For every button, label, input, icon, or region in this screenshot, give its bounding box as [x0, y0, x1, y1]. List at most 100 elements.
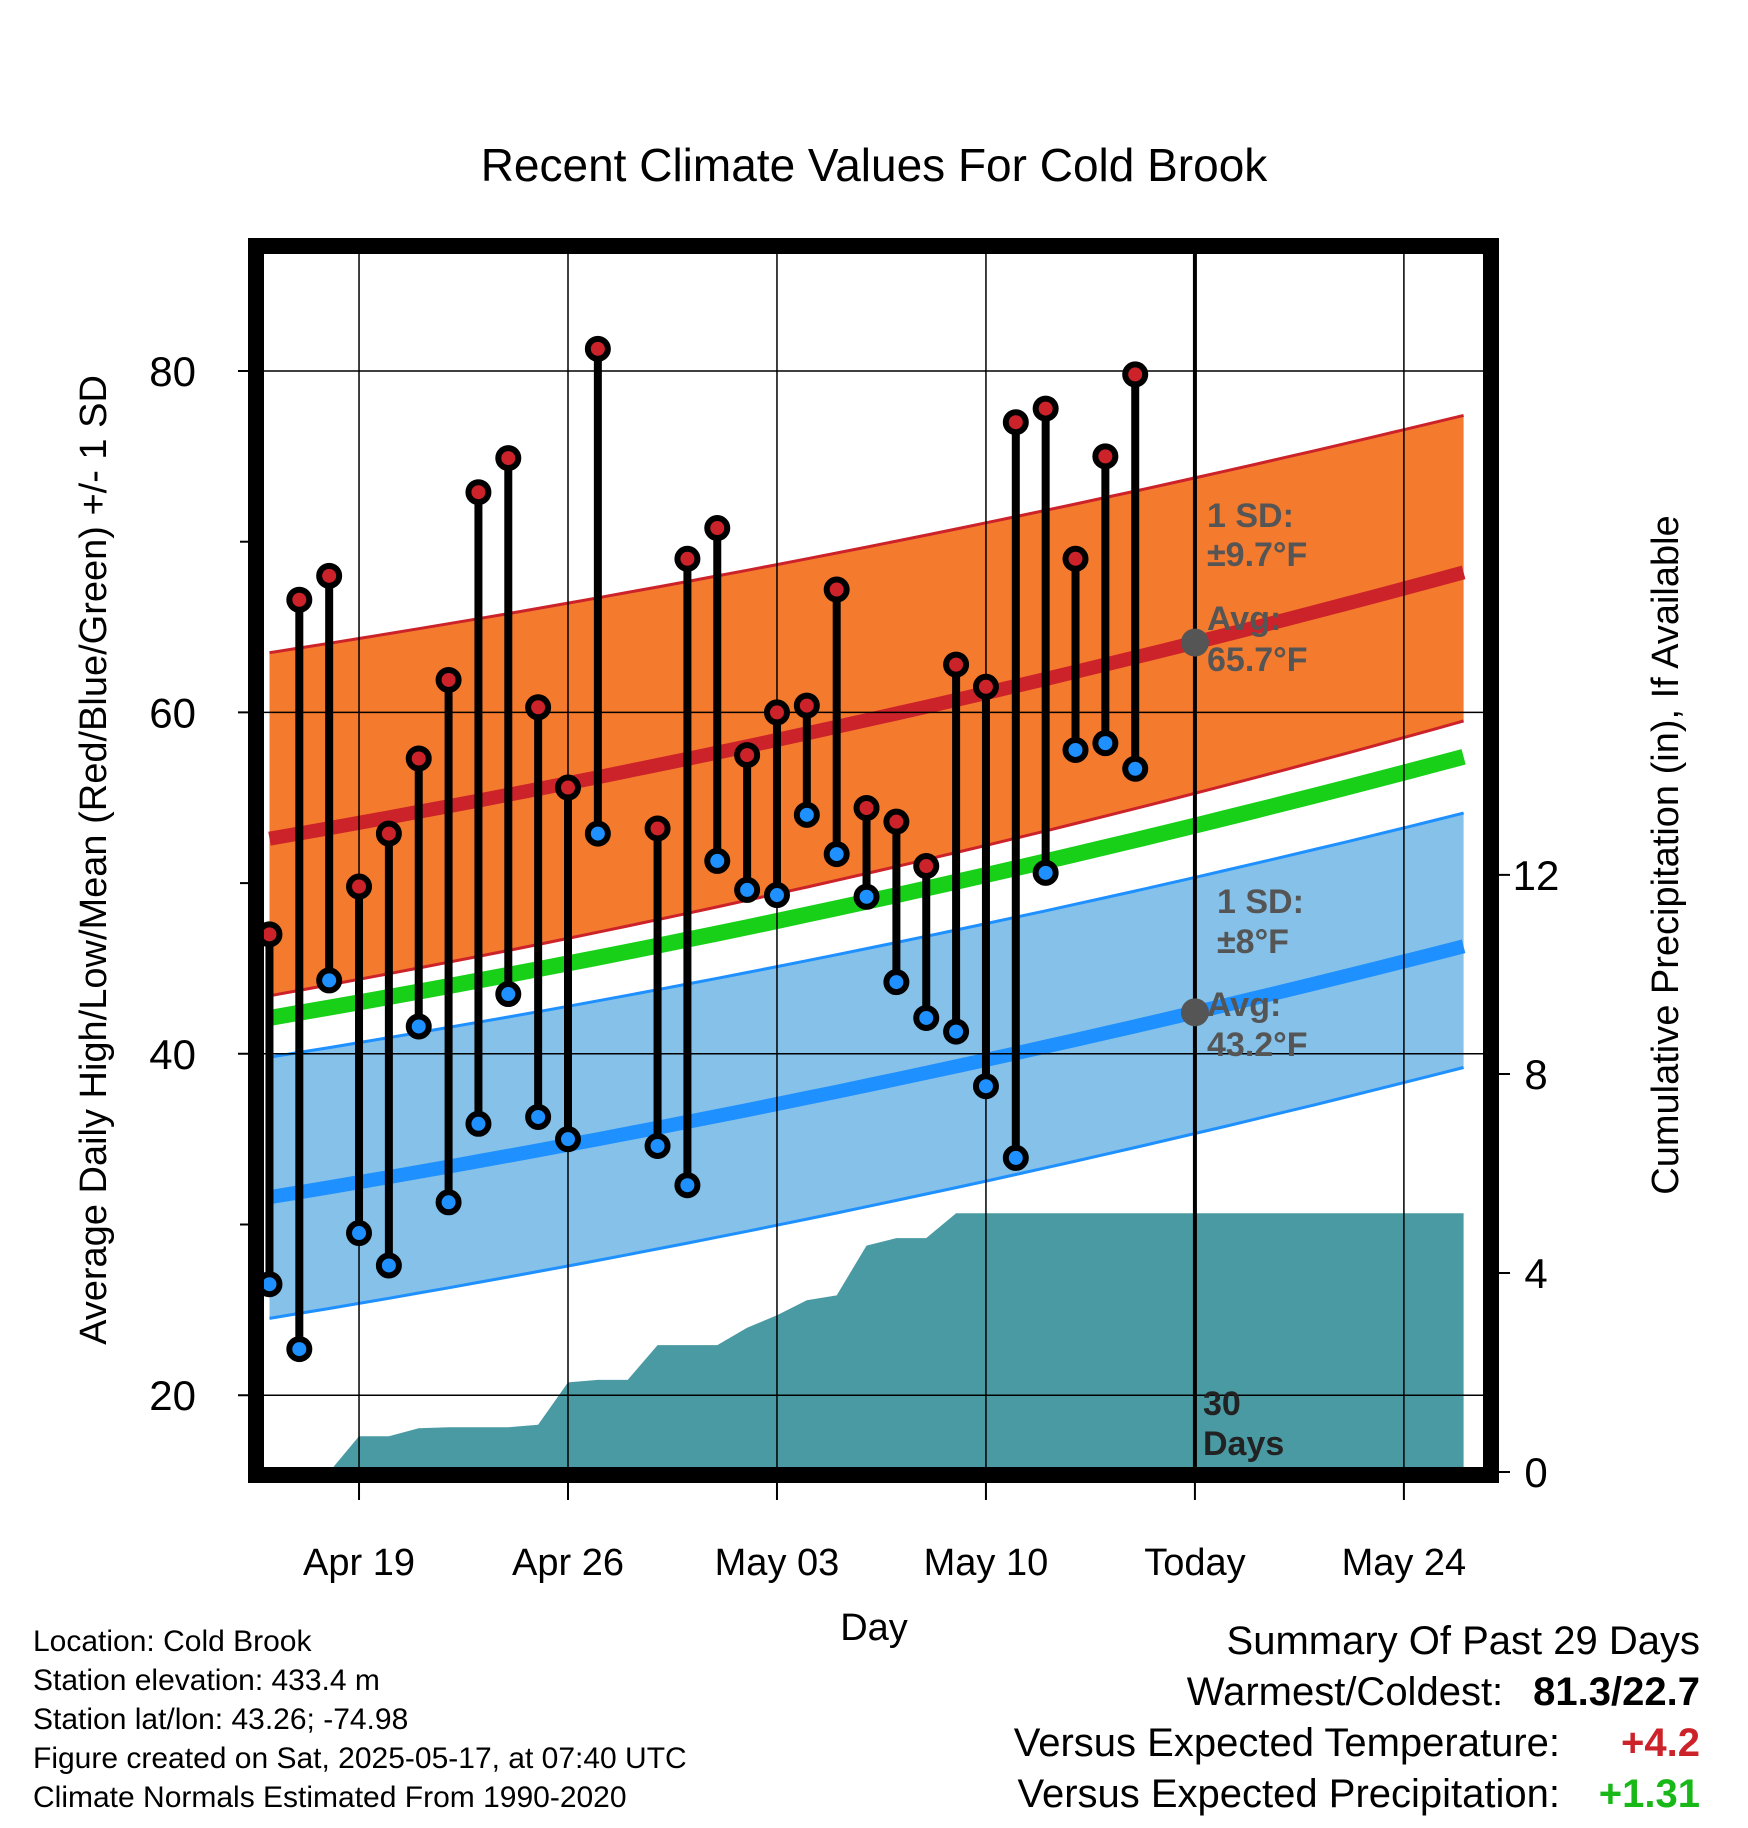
x-tick-label: Today	[1144, 1542, 1245, 1584]
x-tick-label: May 24	[1342, 1542, 1467, 1584]
high-point	[853, 794, 880, 821]
low-upper-edge	[269, 811, 1464, 1059]
low-lower-edge	[269, 1066, 1464, 1320]
low-sd-label: 1 SD:	[1217, 883, 1304, 921]
high-point	[674, 545, 701, 572]
warm-cold-value: 81.3/22.7	[1533, 1670, 1700, 1714]
high-point	[435, 666, 462, 693]
low-point	[704, 847, 731, 874]
y-tick-label: 60	[149, 689, 196, 736]
high-point	[1062, 545, 1089, 572]
low-point	[316, 967, 343, 994]
high-point	[823, 576, 850, 603]
x-axis-label: Day	[840, 1607, 908, 1649]
low-point	[375, 1252, 402, 1279]
chart-title: Recent Climate Values For Cold Brook	[481, 139, 1269, 191]
days-count: 30	[1203, 1385, 1241, 1423]
high-point	[495, 445, 522, 472]
low-point	[1092, 730, 1119, 757]
low-point	[346, 1220, 373, 1247]
y-right-tick-label: 0	[1524, 1449, 1547, 1496]
temp-label: Versus Expected Temperature:	[1013, 1721, 1560, 1765]
high-point	[375, 820, 402, 847]
today-low-avg-marker	[1180, 998, 1209, 1027]
created-text: Figure created on Sat, 2025-05-17, at 07…	[33, 1742, 687, 1775]
high-point	[584, 335, 611, 362]
high-point	[644, 815, 671, 842]
low-avg-label: Avg:	[1207, 986, 1281, 1024]
summary-warm-cold: Warmest/Coldest: 81.3/22.7	[1014, 1667, 1700, 1718]
x-tick-label: Apr 26	[512, 1542, 624, 1584]
plot-frame	[248, 238, 1499, 1483]
low-point	[584, 820, 611, 847]
high-point	[405, 745, 432, 772]
high-point	[972, 673, 999, 700]
low-point	[1032, 859, 1059, 886]
y-tick-label: 80	[149, 348, 196, 395]
summary-precip: Versus Expected Precipitation: +1.31	[1014, 1769, 1700, 1820]
low-point	[1002, 1144, 1029, 1171]
low-point	[943, 1018, 970, 1045]
low-point	[465, 1110, 492, 1137]
elevation-text: Station elevation: 433.4 m	[33, 1664, 380, 1697]
latlon-text: Station lat/lon: 43.26; -74.98	[33, 1703, 409, 1736]
high-point	[793, 692, 820, 719]
low-point	[763, 882, 790, 909]
low-point	[913, 1004, 940, 1031]
low-point	[286, 1336, 313, 1363]
high-point	[763, 699, 790, 726]
high-point	[316, 562, 343, 589]
high-upper-edge	[269, 413, 1464, 655]
low-point	[1062, 736, 1089, 763]
low-point	[793, 801, 820, 828]
location-text: Location: Cold Brook	[33, 1625, 312, 1658]
high-avg-value: 65.7°F	[1207, 641, 1308, 679]
normals-text: Climate Normals Estimated From 1990-2020	[33, 1781, 627, 1814]
low-point	[525, 1103, 552, 1130]
high-point	[346, 873, 373, 900]
high-point	[555, 774, 581, 801]
low-avg-line	[268, 939, 1466, 1205]
precip-label: Versus Expected Precipitation:	[1017, 1772, 1560, 1816]
low-point	[853, 883, 880, 910]
x-tick-label: Apr 19	[303, 1542, 415, 1584]
low-point	[405, 1013, 432, 1040]
low-avg-value: 43.2°F	[1207, 1026, 1308, 1064]
low-point	[555, 1126, 581, 1153]
low-point	[644, 1132, 671, 1159]
high-point	[943, 651, 970, 678]
high-point	[465, 479, 492, 506]
today-high-avg-marker	[1180, 628, 1209, 657]
summary-title: Summary Of Past 29 Days	[1226, 1619, 1700, 1663]
low-point	[883, 969, 910, 996]
high-point	[704, 515, 731, 542]
x-tick-label: May 10	[924, 1542, 1049, 1584]
y-right-tick-label: 8	[1524, 1051, 1547, 1098]
y-axis-label-right: Cumulative Precipitation (in), If Availa…	[1645, 515, 1687, 1194]
days-label: Days	[1203, 1425, 1284, 1463]
high-point	[1002, 409, 1029, 436]
high-sd-label: 1 SD:	[1207, 497, 1294, 535]
warm-cold-label: Warmest/Coldest:	[1186, 1670, 1504, 1714]
low-point	[435, 1189, 462, 1216]
y-right-tick-label: 12	[1513, 852, 1560, 899]
high-point	[262, 921, 283, 948]
high-point	[1092, 443, 1119, 470]
low-point	[674, 1172, 701, 1199]
precip-value: +1.31	[1598, 1772, 1700, 1816]
high-point	[734, 742, 761, 769]
y-tick-label: 20	[149, 1372, 196, 1419]
y-right-tick-label: 4	[1524, 1250, 1547, 1297]
high-avg-line	[268, 565, 1466, 846]
high-point	[286, 586, 313, 613]
high-point	[1122, 361, 1149, 388]
y-axis-label: Average Daily High/Low/Mean (Red/Blue/Gr…	[73, 375, 115, 1345]
temp-value: +4.2	[1621, 1721, 1700, 1765]
high-avg-label: Avg:	[1207, 600, 1281, 638]
high-sd-value: ±9.7°F	[1207, 536, 1307, 574]
high-point	[883, 808, 910, 835]
summary-temp: Versus Expected Temperature: +4.2	[1014, 1718, 1700, 1769]
high-point	[913, 853, 940, 880]
low-sd-value: ±8°F	[1217, 923, 1289, 961]
low-point	[262, 1271, 283, 1298]
